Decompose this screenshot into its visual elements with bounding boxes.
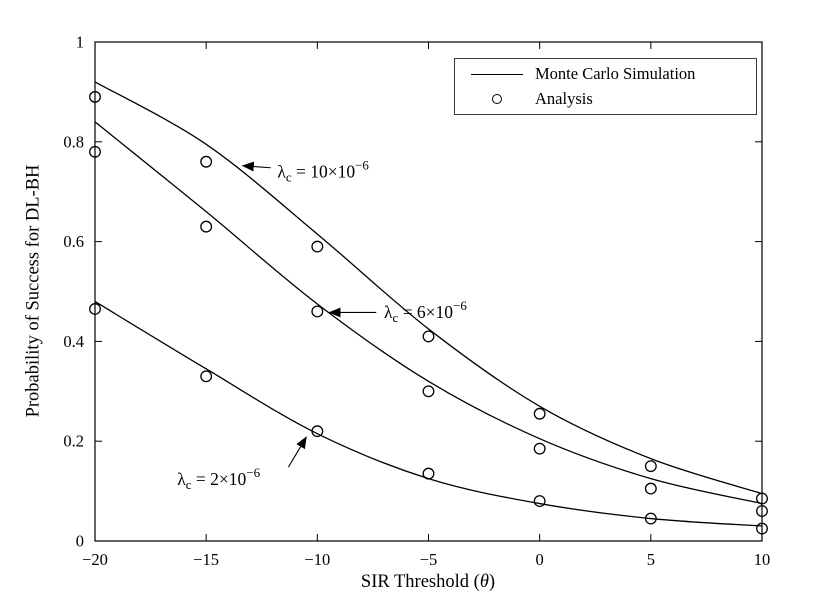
line-sample-icon: [471, 73, 523, 75]
x-axis-label-prefix: SIR Threshold (: [360, 572, 480, 592]
series-line-1: [94, 121, 763, 505]
y-tick-label: 1: [76, 33, 84, 52]
annotation-label: λc = 6×10−6: [384, 298, 467, 325]
marker-circle: [89, 90, 101, 103]
x-tick-label: −15: [193, 550, 219, 569]
series-line-0: [94, 81, 763, 495]
legend-label-analysis: Analysis: [535, 89, 593, 108]
annotation-label: λc = 10×10−6: [277, 158, 369, 185]
y-axis-label: Probability of Success for DL-BH: [23, 164, 44, 418]
legend-item-analysis: Analysis: [455, 89, 756, 109]
marker-circle: [422, 385, 435, 398]
x-tick-label: 0: [536, 550, 544, 569]
x-tick-label: 10: [754, 550, 771, 569]
x-tick-label: −5: [420, 550, 438, 569]
marker-circle: [200, 220, 213, 233]
marker-circle: [756, 505, 768, 518]
x-tick-label: −20: [82, 550, 108, 569]
marker-circle: [533, 407, 546, 420]
series-line-2: [94, 300, 763, 527]
legend-item-simulation: Monte Carlo Simulation: [455, 64, 756, 84]
x-tick-label: 5: [647, 550, 655, 569]
marker-circle: [644, 512, 657, 525]
marker-circle: [756, 492, 768, 505]
marker-circle: [644, 482, 657, 495]
marker-circle: [200, 155, 213, 168]
circle-marker-icon: [492, 94, 502, 104]
y-tick-label: 0.4: [63, 332, 84, 351]
x-axis-label: SIR Threshold (θ): [361, 572, 495, 593]
marker-circle: [200, 370, 213, 383]
y-tick-label: 0.6: [63, 232, 84, 251]
y-tick-label: 0: [76, 532, 84, 551]
y-tick-label: 0.8: [63, 132, 84, 151]
marker-circle: [422, 467, 435, 480]
legend-label-simulation: Monte Carlo Simulation: [535, 64, 696, 83]
marker-circle: [89, 303, 101, 315]
marker-circle: [533, 442, 546, 455]
marker-circle: [89, 145, 101, 158]
y-tick-label: 0.2: [63, 432, 84, 451]
annotation-arrow: [287, 436, 307, 468]
x-axis-label-suffix: ): [488, 572, 496, 592]
marker-circle: [756, 522, 768, 535]
marker-circle: [533, 495, 546, 508]
marker-circle: [311, 305, 324, 318]
axes-box: [94, 41, 763, 542]
x-axis-label-theta: θ: [479, 572, 489, 592]
annotation-label: λc = 2×10−6: [177, 465, 260, 492]
legend: Monte Carlo Simulation Analysis: [454, 58, 757, 115]
marker-circle: [422, 330, 435, 343]
annotation-arrow: [241, 161, 271, 172]
marker-circle: [644, 460, 657, 473]
marker-circle: [311, 425, 324, 438]
marker-circle: [311, 240, 324, 253]
x-tick-label: −10: [304, 550, 330, 569]
